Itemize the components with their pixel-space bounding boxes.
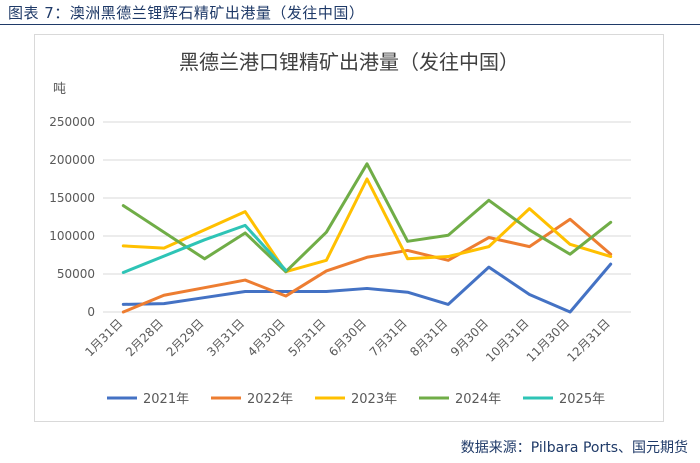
legend-label: 2022年: [247, 392, 293, 407]
series-2021年: [121, 262, 613, 314]
figure-caption: 图表 7：澳洲黑德兰锂辉石精矿出港量（发往中国）: [8, 4, 365, 22]
series-2023年: [121, 177, 613, 274]
y-tick-label: 0: [87, 305, 95, 319]
x-axis-ticks: 1月31日2月28日2月29日3月31日4月30日5月31日6月30日7月31日…: [82, 316, 612, 364]
line-chart: 黑德兰港口锂精矿出港量（发往中国） 吨 0 50000 100000 150000 20…: [49, 50, 631, 407]
series-2022年: [121, 217, 613, 314]
x-tick-label: 4月30日: [245, 316, 288, 359]
y-axis-ticks: 0 50000 100000 150000 200000 250000: [49, 115, 95, 319]
x-tick-label: 2月28日: [123, 316, 166, 359]
series-line: [121, 177, 613, 274]
y-tick-label: 100000: [49, 229, 95, 243]
x-tick-label: 11月30日: [524, 316, 572, 364]
x-tick-label: 10月31日: [483, 316, 531, 364]
x-tick-label: 12月31日: [564, 316, 612, 364]
series-lines: [121, 162, 613, 314]
legend-label: 2024年: [455, 392, 501, 407]
series-line: [121, 262, 613, 314]
series-line: [121, 217, 613, 314]
source-note: 数据来源：Pilbara Ports、国元期货: [460, 440, 688, 456]
gridlines: [103, 121, 631, 313]
series-2025年: [121, 223, 288, 274]
chart-title: 黑德兰港口锂精矿出港量（发往中国）: [179, 50, 519, 74]
x-tick-label: 8月31日: [407, 316, 450, 359]
y-tick-label: 250000: [49, 115, 95, 129]
legend-label: 2025年: [559, 392, 605, 407]
x-tick-label: 2月29日: [164, 316, 207, 359]
series-2024年: [121, 162, 613, 274]
x-tick-label: 7月31日: [367, 316, 410, 359]
x-tick-label: 6月30日: [326, 316, 369, 359]
x-tick-label: 1月31日: [82, 316, 125, 359]
chart-frame: 黑德兰港口锂精矿出港量（发往中国） 吨 0 50000 100000 150000 20…: [34, 34, 664, 422]
caption-divider: [0, 24, 700, 25]
legend-label: 2023年: [351, 392, 397, 407]
y-tick-label: 200000: [49, 153, 95, 167]
legend: 2021年 2022年 2023年 2024年 2025年: [107, 392, 605, 407]
y-tick-label: 150000: [49, 191, 95, 205]
y-tick-label: 50000: [57, 267, 95, 281]
legend-label: 2021年: [143, 392, 189, 407]
y-axis-unit-label: 吨: [53, 82, 66, 97]
series-line: [121, 223, 288, 274]
x-tick-label: 3月31日: [204, 316, 247, 359]
x-tick-label: 5月31日: [285, 316, 328, 359]
series-line: [121, 162, 613, 274]
